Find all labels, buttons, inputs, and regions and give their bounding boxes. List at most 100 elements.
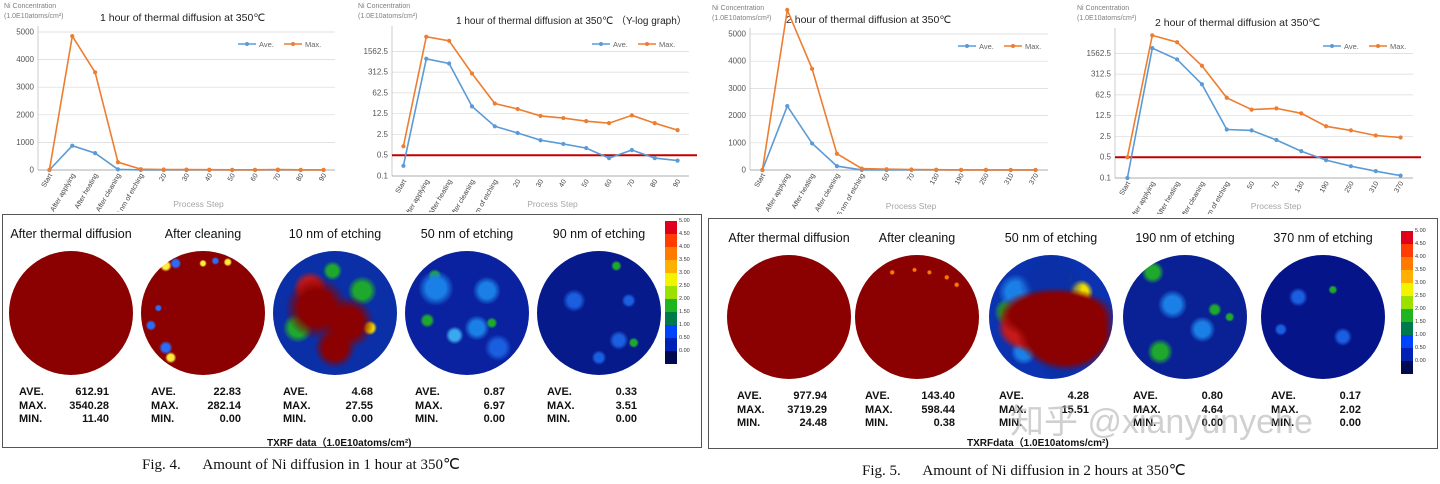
- y-tick-label: 2000: [16, 110, 34, 119]
- stat-value: 3540.28: [69, 399, 109, 412]
- wafer-stats: AVE. 143.40 MAX. 598.44 MIN. 0.38: [865, 390, 955, 431]
- data-point: [1274, 137, 1279, 143]
- stat-value: 0.00: [1339, 417, 1361, 430]
- colorbar-tick-label: 4.00: [679, 244, 690, 250]
- stat-row-max: MAX. 282.14: [151, 400, 241, 414]
- colorbar-segment: [1401, 322, 1413, 335]
- x-tick-label: 250: [1344, 180, 1356, 194]
- data-point: [1199, 82, 1205, 87]
- legend-label: Max.: [1025, 42, 1041, 51]
- stat-value: 3719.29: [787, 403, 827, 416]
- stat-label: MIN.: [865, 417, 889, 430]
- colorbar-tick-label: 2.00: [679, 296, 690, 302]
- y-tick-label: 1000: [16, 138, 34, 147]
- data-point: [184, 167, 189, 172]
- data-point: [492, 101, 497, 106]
- x-tick-label: 50: [1246, 180, 1256, 190]
- x-tick-label: 90: [672, 178, 682, 188]
- data-point: [561, 141, 566, 147]
- x-tick-label: 30: [181, 172, 191, 182]
- y-tick-label: 62.5: [1095, 90, 1111, 99]
- wafer-stats: AVE. 4.28 MAX. 15.51 MIN.: [999, 390, 1089, 431]
- data-point: [515, 106, 520, 112]
- y-tick-label: 0: [742, 166, 747, 175]
- figure-caption-4: Fig. 4. Amount of Ni diffusion in 1 hour…: [142, 457, 460, 473]
- x-axis-label: Process Step: [173, 199, 224, 209]
- legend-label: Ave.: [979, 42, 994, 51]
- stat-value: 6.97: [483, 399, 505, 412]
- x-tick-label: After cleaning: [95, 172, 123, 212]
- series-line-max: [761, 7, 1036, 171]
- colorbar-segment: [665, 299, 677, 312]
- stat-row-ave: AVE. 0.87: [415, 386, 505, 400]
- stat-row-max: MAX. 598.44: [865, 404, 955, 418]
- data-point: [859, 166, 864, 171]
- data-point: [401, 144, 406, 149]
- stat-row-min: MIN. 0.00: [283, 413, 373, 427]
- wafer-map: After thermal diffusion AVE. 977.94 MAX. 371…: [725, 231, 853, 441]
- stat-label: AVE.: [737, 390, 762, 402]
- wafer-map: 10 nm of etching AVE. 4.68 MAX. 27.55 MIN. 0.0…: [271, 227, 399, 437]
- data-point: [115, 160, 121, 165]
- y-tick-label: 0.1: [1100, 174, 1112, 183]
- data-point: [760, 167, 765, 173]
- stat-row-min: MIN. 0.00: [1133, 417, 1223, 431]
- series-line-ave: [402, 57, 678, 166]
- colorbar-tick-label: 5.00: [1415, 228, 1426, 234]
- data-point: [321, 167, 326, 173]
- x-tick-label: 70: [273, 172, 283, 182]
- series-line-ave: [1126, 46, 1401, 179]
- x-tick-label: 60: [250, 172, 260, 182]
- data-point: [252, 167, 258, 172]
- stat-label: AVE.: [1271, 390, 1296, 402]
- map-caption: TXRFdata（1.0E10atoms/cm²): [967, 438, 1109, 449]
- data-point: [469, 71, 475, 76]
- stat-row-max: MAX. 2.02: [1271, 404, 1361, 418]
- data-point: [584, 145, 589, 151]
- stat-value: 282.14: [207, 399, 241, 412]
- stat-value: 0.33: [615, 386, 637, 398]
- data-point: [809, 141, 815, 146]
- y-tick-label: 2000: [728, 111, 746, 120]
- y-tick-label: 3000: [728, 84, 746, 93]
- x-tick-label: Start: [1119, 180, 1132, 196]
- data-point: [275, 167, 280, 172]
- y-tick-label: 0.1: [377, 172, 389, 181]
- stat-value: 24.48: [799, 417, 827, 430]
- stat-label: AVE.: [415, 386, 440, 398]
- wafer-title: 190 nm of etching: [1135, 231, 1235, 245]
- stat-value: 612.91: [75, 386, 109, 398]
- colorbar-segment: [1401, 348, 1413, 361]
- colorbar-tick-label: 3.50: [679, 257, 690, 263]
- stat-label: MAX.: [1133, 403, 1161, 416]
- wafer-map: After cleaning AVE. 22.83 MAX. 282.14 MIN. 0.0…: [139, 227, 267, 437]
- colorbar-segment: [1401, 244, 1413, 257]
- y-axis-label: Ni Concentration: [1077, 5, 1129, 12]
- stat-label: MIN.: [999, 417, 1023, 430]
- x-tick-label: 130: [1294, 180, 1306, 194]
- y-tick-label: 0.5: [1100, 153, 1112, 162]
- colorbar-tick-label: 4.00: [1415, 254, 1426, 260]
- wafer-heatmap: [1123, 255, 1247, 379]
- wafer-title: 370 nm of etching: [1273, 231, 1373, 245]
- stat-label: MAX.: [151, 399, 179, 412]
- data-point: [1174, 40, 1180, 45]
- legend-marker: [291, 42, 295, 46]
- colorbar-tick-label: 5.00: [679, 218, 690, 224]
- data-point: [538, 138, 543, 143]
- stat-row-ave: AVE. 612.91: [19, 386, 109, 400]
- x-tick-label: After cleaning: [814, 172, 842, 213]
- wafer-stats: AVE. 0.17 MAX. 2.02 MIN. 0.00: [1271, 390, 1361, 431]
- data-point: [834, 164, 840, 169]
- data-point: [983, 167, 989, 172]
- data-point: [1125, 155, 1130, 160]
- stat-label: MAX.: [999, 403, 1027, 416]
- x-tick-label: 50: [227, 172, 237, 182]
- data-point: [424, 56, 429, 61]
- colorbar-tick-label: 3.00: [1415, 280, 1426, 286]
- y-tick-label: 5000: [16, 28, 34, 37]
- map-caption: TXRF data（1.0E10atoms/cm²): [267, 438, 412, 448]
- data-point: [1373, 133, 1378, 138]
- y-tick-label: 312.5: [1091, 70, 1112, 79]
- stat-label: MIN.: [283, 413, 307, 426]
